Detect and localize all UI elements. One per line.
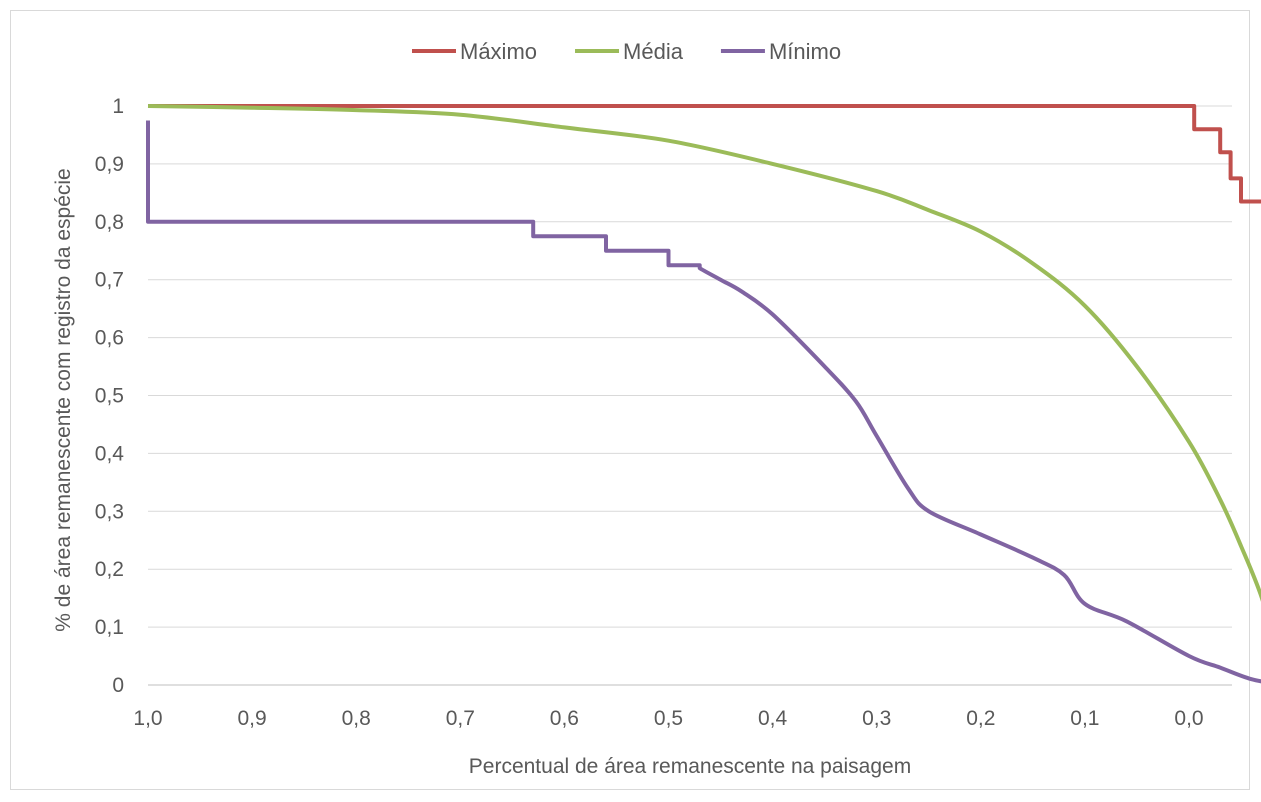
- y-tick-label: 0,5: [95, 385, 124, 408]
- x-tick-label: 0,5: [654, 707, 683, 730]
- x-tick-label: 0,0: [1174, 707, 1203, 730]
- y-tick-label: 0: [112, 674, 124, 697]
- legend: Máximo Média Mínimo: [412, 39, 841, 64]
- x-tick-label: 0,8: [342, 707, 371, 730]
- y-tick-label: 0,8: [95, 211, 124, 234]
- x-axis-title: Percentual de área remanescente na paisa…: [469, 755, 911, 778]
- x-tick-label: 0,9: [237, 707, 266, 730]
- legend-label: Máximo: [460, 39, 537, 64]
- x-tick-label: 0,6: [550, 707, 579, 730]
- y-tick-label: 0,2: [95, 558, 124, 581]
- y-tick-label: 0,3: [95, 500, 124, 523]
- legend-label: Mínimo: [769, 39, 841, 64]
- grid-layer: [148, 106, 1232, 685]
- axis-layer: 0 0,1 0,2 0,3 0,4 0,5 0,6 0,7 0,8 0,9 1 1,0 0,9 0,8 0,…: [95, 95, 1232, 730]
- x-tick-label: 1,0: [133, 707, 162, 730]
- y-tick-label: 0,9: [95, 153, 124, 176]
- y-tick-label: 0,7: [95, 269, 124, 292]
- x-tick-label: 0,7: [446, 707, 475, 730]
- y-axis-title: % de área remanescente com registro da e…: [52, 168, 75, 631]
- x-tick-label: 0,2: [966, 707, 995, 730]
- y-tick-label: 0,4: [95, 442, 125, 465]
- y-tick-label: 0,1: [95, 616, 124, 639]
- series-line-mínimo: [148, 121, 1261, 686]
- y-tick-label: 1: [112, 95, 124, 118]
- legend-label: Média: [623, 39, 684, 64]
- y-tick-label: 0,6: [95, 327, 124, 350]
- x-tick-label: 0,3: [862, 707, 891, 730]
- x-tick-label: 0,1: [1070, 707, 1099, 730]
- x-tick-label: 0,4: [758, 707, 788, 730]
